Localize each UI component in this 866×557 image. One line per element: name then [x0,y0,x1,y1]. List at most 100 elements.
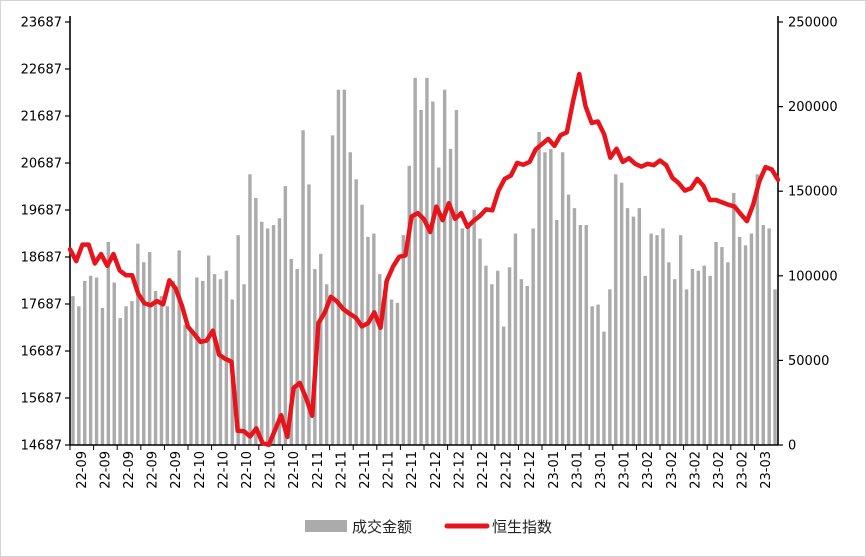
volume-bar [136,243,140,445]
volume-bar [271,225,276,445]
right-tick-label: 100000 [788,269,838,284]
x-tick-label: 23-02 [641,451,656,489]
volume-bar [484,265,488,445]
legend-label-hsi: 恒生指数 [492,518,552,536]
volume-bar [242,284,246,445]
volume-bar [248,174,252,445]
volume-bar [195,277,199,445]
volume-bar [319,253,323,445]
volume-bar [655,235,659,445]
volume-bar [649,233,653,445]
volume-bar [118,318,122,445]
volume-bar [596,304,600,445]
left-tick-label: 19687 [21,204,62,219]
volume-bar [749,233,754,445]
volume-bar [625,208,630,445]
volume-bar [614,174,618,445]
volume-bar [525,285,529,445]
legend-swatch-volume [305,520,347,532]
volume-bar [372,233,376,445]
x-tick-label: 22-09 [146,451,161,489]
volume-bar [761,225,765,445]
volume-bar [378,274,382,445]
x-tick-label: 22-09 [122,451,137,489]
volume-bar [218,279,223,445]
volume-bar [661,228,665,445]
volume-bars [71,77,777,446]
x-tick-label: 22-11 [405,451,420,489]
volume-bar [153,291,158,445]
volume-bar [171,280,175,445]
volume-bar [513,233,518,445]
volume-bar [383,280,388,445]
volume-bar [519,279,524,445]
left-tick-label: 15687 [21,392,62,407]
volume-bar [124,306,128,445]
volume-bar [684,289,689,445]
volume-bar [147,252,152,445]
volume-bar [442,89,447,446]
left-tick-label: 20687 [21,157,62,172]
volume-bar [714,241,718,445]
volume-bar [71,296,75,445]
x-tick-label: 22-12 [429,451,444,489]
volume-bar [395,302,400,445]
volume-bar [283,186,288,445]
volume-bar [590,306,594,445]
volume-bar [425,77,429,445]
volume-bar [448,148,453,445]
volume-bar [289,258,293,445]
x-tick-label: 22-12 [523,451,538,489]
volume-bar [531,228,535,445]
volume-bar [472,209,476,445]
x-tick-label: 22-10 [264,451,279,489]
volume-bar [549,148,553,445]
x-tick-label: 22-09 [98,451,113,489]
volume-bar [667,262,671,445]
left-tick-label: 23687 [21,16,62,31]
right-tick-label: 200000 [788,100,838,115]
volume-bar [301,130,305,446]
hsi-line [67,71,781,448]
volume-bar [88,275,93,445]
x-tick-label: 22-12 [452,451,467,489]
volume-bar [631,216,636,445]
volume-bar [732,192,736,445]
volume-bar [696,270,701,445]
volume-bar [737,236,742,445]
volume-bar [407,165,411,445]
volume-bar [755,174,760,445]
volume-bar [543,152,547,445]
volume-bar [743,245,748,445]
volume-bar [177,250,181,445]
volume-bar [501,326,506,445]
volume-bar [578,225,583,445]
volume-bar [678,235,683,445]
volume-bar [572,208,577,445]
volume-bar [673,279,677,445]
volume-bar [720,247,724,445]
left-tick-label: 16687 [21,345,62,360]
volume-bar [619,182,624,446]
axes: 14687 15687 16687 17687 18687 19687 20687 21687… [21,16,838,489]
volume-bar [348,152,352,445]
volume-bar [767,228,771,445]
volume-bar [437,167,441,445]
volume-bar [201,280,205,445]
x-tick-label: 22-11 [311,451,326,489]
x-tick-label: 22-12 [500,451,515,489]
volume-bar [431,101,435,446]
volume-bar [159,296,164,445]
volume-bar [236,235,240,445]
volume-bar [608,289,612,445]
volume-bar [454,109,459,445]
x-tick-label: 22-10 [193,451,208,489]
volume-bar [466,225,470,445]
volume-bar [366,236,370,445]
x-tick-label: 23-02 [665,451,680,489]
right-tick-label: 250000 [788,16,838,31]
volume-bar [165,306,170,445]
volume-bar [189,331,193,445]
volume-bar [307,184,311,445]
volume-bar [77,306,81,445]
